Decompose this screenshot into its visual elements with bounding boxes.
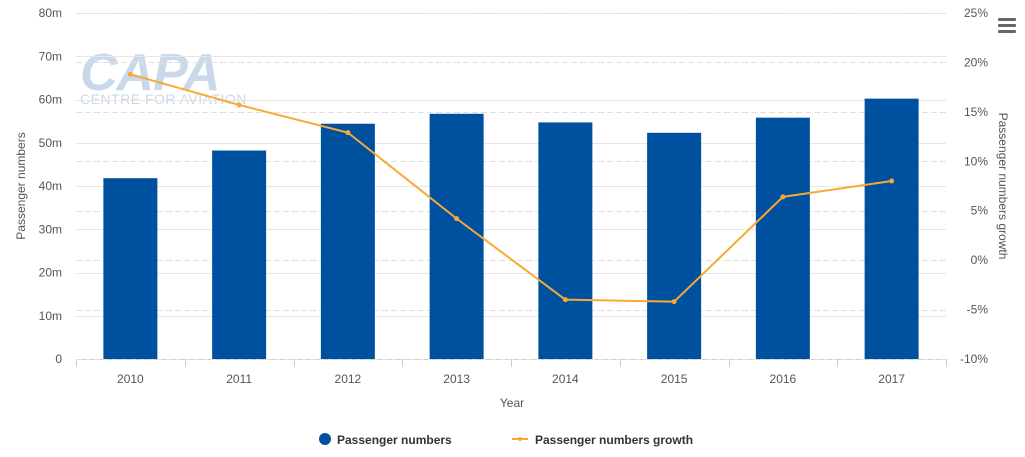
bar-2010 [103, 178, 158, 359]
line-series [127, 71, 895, 305]
bar-2013 [429, 113, 484, 360]
growth-point-2016 [780, 194, 786, 200]
hamburger-menu-icon[interactable] [998, 18, 1016, 34]
growth-point-2010 [127, 71, 133, 77]
right-tick-label: -10% [960, 352, 988, 366]
growth-point-2017 [889, 178, 895, 184]
x-tick-label: 2010 [117, 372, 144, 386]
x-tick-label: 2011 [226, 372, 252, 386]
legend-marker-dot [518, 437, 522, 441]
legend-marker-bar [319, 433, 331, 445]
growth-point-2012 [345, 130, 351, 136]
x-tick-label: 2017 [878, 372, 905, 386]
right-tick-label: 15% [964, 105, 988, 119]
growth-point-2013 [454, 216, 460, 222]
left-axis-title: Passenger numbers [14, 132, 28, 239]
menu-bar-icon [998, 18, 1016, 21]
bar-2012 [320, 123, 375, 359]
right-tick-label: -5% [967, 303, 989, 317]
right-tick-label: 25% [964, 6, 988, 20]
menu-bar-icon [998, 24, 1016, 27]
legend-label-passenger-numbers-growth: Passenger numbers growth [535, 433, 693, 447]
left-tick-label: 70m [39, 49, 62, 63]
left-tick-label: 10m [39, 309, 62, 323]
bar-2011 [212, 150, 267, 359]
left-tick-label: 20m [39, 266, 62, 280]
x-tick-label: 2012 [335, 372, 362, 386]
menu-bar-icon [998, 30, 1016, 33]
left-tick-label: 40m [39, 179, 62, 193]
bar-2017 [864, 98, 919, 359]
x-tick-label: 2013 [443, 372, 470, 386]
right-tick-label: 10% [964, 154, 988, 168]
right-axis-ticks: -10% -5% 0% 5% 10% 15% 20% 25% [960, 6, 988, 366]
bar-2014 [538, 122, 593, 359]
x-axis-title: Year [500, 396, 524, 410]
bar-series [103, 98, 919, 360]
legend-item-passenger-numbers[interactable]: Passenger numbers [319, 433, 452, 447]
growth-line [130, 73, 892, 303]
left-tick-label: 60m [39, 93, 62, 107]
x-axis-ticks: 2010 2011 2012 2013 2014 2015 2016 2017 [117, 372, 905, 386]
bar-2016 [755, 117, 810, 359]
capa-watermark-logo: CAPA CENTRE FOR AVIATION [80, 44, 247, 107]
right-tick-label: 20% [964, 55, 988, 69]
x-tick-label: 2016 [770, 372, 797, 386]
x-tick-label: 2015 [661, 372, 688, 386]
left-tick-label: 0 [55, 352, 62, 366]
growth-point-2014 [562, 297, 568, 303]
bar-2015 [647, 132, 702, 359]
growth-point-2011 [236, 102, 242, 108]
left-tick-label: 30m [39, 222, 62, 236]
right-tick-label: 0% [971, 253, 989, 267]
legend-label-passenger-numbers: Passenger numbers [337, 433, 452, 447]
left-tick-label: 50m [39, 136, 62, 150]
left-axis-ticks: 0 10m 20m 30m 40m 50m 60m 70m 80m [39, 6, 63, 366]
legend-item-passenger-numbers-growth[interactable]: Passenger numbers growth [512, 433, 693, 447]
x-tick-label: 2014 [552, 372, 579, 386]
watermark-tagline: CENTRE FOR AVIATION [80, 91, 247, 107]
right-axis-title: Passenger numbers growth [996, 113, 1010, 260]
legend[interactable]: Passenger numbers Passenger numbers grow… [319, 433, 693, 447]
left-tick-label: 80m [39, 6, 62, 20]
right-tick-label: 5% [971, 204, 989, 218]
growth-point-2015 [671, 299, 677, 305]
